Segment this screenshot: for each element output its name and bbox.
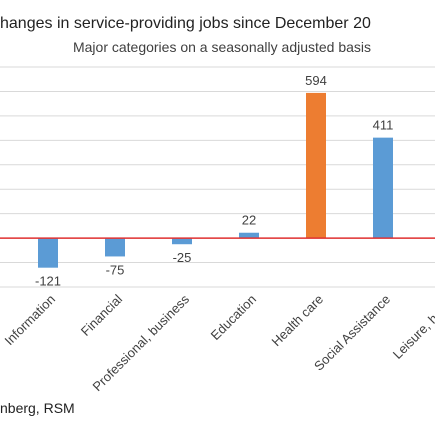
bar <box>239 232 259 239</box>
chart-subtitle: Major categories on a seasonally adjuste… <box>73 39 371 55</box>
value-label: -121 <box>35 274 61 289</box>
value-label: -75 <box>106 262 125 277</box>
source-note: nberg, RSM <box>0 400 75 416</box>
x-tick-label: Financial <box>78 291 125 338</box>
x-tick-label: Leisure, hospit <box>390 291 435 362</box>
bar <box>172 238 192 245</box>
x-tick-label: Health care <box>269 292 327 350</box>
chart-title: hanges in service-providing jobs since D… <box>0 15 371 32</box>
x-tick-label: Education <box>208 292 259 343</box>
x-tick-label: Information <box>2 292 59 349</box>
bar <box>38 238 58 268</box>
bar <box>105 238 125 257</box>
value-label: 411 <box>373 118 394 133</box>
value-label: 594 <box>305 73 327 88</box>
value-label: -25 <box>173 250 192 265</box>
bar <box>373 137 393 239</box>
bar <box>306 92 326 239</box>
value-label: 22 <box>242 213 256 228</box>
